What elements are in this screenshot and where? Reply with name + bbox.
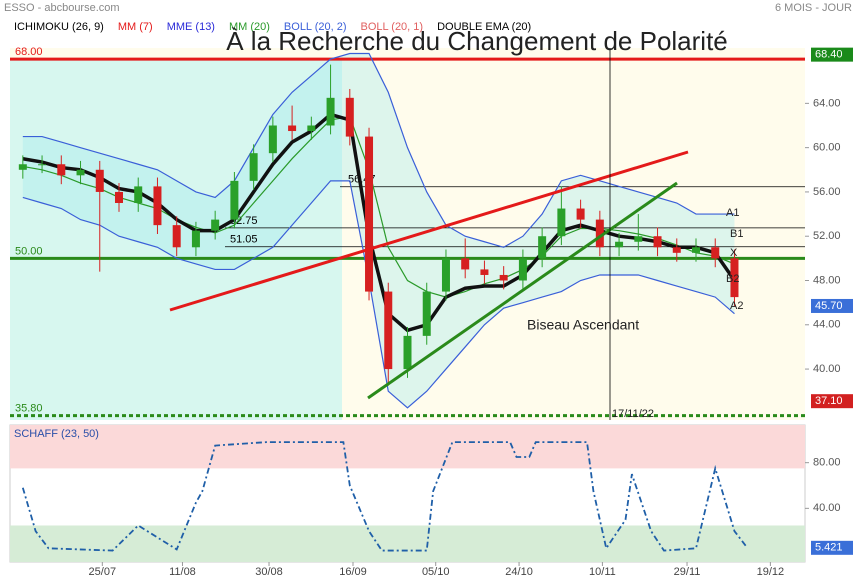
- candle-body: [480, 269, 489, 275]
- legend-entry: MM (20): [229, 21, 270, 33]
- annotation: A1: [726, 207, 739, 219]
- schaff-zone: [10, 525, 805, 562]
- x-tick-label: 10/11: [589, 566, 616, 578]
- candle-body: [518, 258, 527, 281]
- candle-body: [153, 186, 162, 226]
- candle-body: [422, 291, 431, 336]
- candle-body: [634, 236, 643, 242]
- trend-line: [169, 150, 689, 312]
- level-label: 51.05: [230, 234, 258, 246]
- candle-body: [95, 169, 104, 192]
- price-tag: [811, 47, 853, 62]
- candle-body: [730, 258, 739, 298]
- y-tick-label: 52.00: [813, 230, 841, 242]
- candle-body: [711, 247, 720, 259]
- annotation: B2: [726, 273, 739, 285]
- candle-body: [692, 247, 701, 253]
- value-tag: [811, 540, 853, 555]
- annotation: X: [730, 247, 738, 259]
- y-tick-label: 40.00: [813, 363, 841, 375]
- x-tick-label: 05/10: [422, 566, 450, 578]
- level-label: 68.00: [15, 46, 43, 58]
- y-tick-label: 56.00: [813, 186, 841, 198]
- x-tick-label: 24/10: [505, 566, 533, 578]
- annotation: Biseau Ascendant: [527, 317, 639, 333]
- legend-entry: MM (7): [118, 21, 153, 33]
- candle-body: [672, 247, 681, 253]
- candle-body: [365, 136, 374, 292]
- header-left: ESSO - abcbourse.com: [4, 2, 120, 14]
- candle-body: [307, 125, 316, 132]
- schaff-zone: [10, 425, 805, 469]
- y-tick-label: 60.00: [813, 142, 841, 154]
- date-marker-label: 17/11/22: [612, 408, 654, 420]
- price-tag-label: 45.70: [815, 300, 843, 312]
- x-tick-label: 16/09: [339, 566, 367, 578]
- x-tick-label: 29/11: [674, 566, 701, 578]
- legend-entry: BOLL (20, 1): [361, 21, 424, 33]
- candle-body: [499, 274, 508, 281]
- price-tag: [811, 394, 853, 409]
- schaff-title: SCHAFF (23, 50): [14, 428, 99, 440]
- series-line: [21, 441, 749, 552]
- candle-body: [134, 186, 143, 203]
- level-label: 50.00: [15, 245, 43, 257]
- series-line: [22, 180, 735, 409]
- bollinger-band: [22, 53, 735, 408]
- candle-body: [403, 335, 412, 370]
- y-tick-label: 44.00: [813, 319, 841, 331]
- x-tick-label: 19/12: [757, 566, 785, 578]
- candle-body: [615, 241, 624, 248]
- price-tag-label: 68.40: [815, 49, 843, 61]
- candle-body: [595, 219, 604, 248]
- candle-body: [345, 97, 354, 137]
- candle-body: [76, 169, 85, 176]
- price-tag-label: 37.10: [815, 395, 843, 407]
- candle-body: [114, 191, 123, 203]
- y-tick-label: 48.00: [813, 274, 841, 286]
- candle-body: [441, 258, 450, 292]
- y-tick-label: 80.00: [813, 457, 841, 469]
- schaff-panel: [9, 424, 806, 563]
- candle-body: [653, 236, 662, 248]
- x-tick-label: 25/07: [89, 566, 117, 578]
- candle-body: [384, 291, 393, 370]
- x-tick-label: 11/08: [169, 566, 196, 578]
- header-right: 6 MOIS - JOUR: [775, 2, 852, 14]
- candle-body: [249, 153, 258, 181]
- legend-entry: ICHIMOKU (26, 9): [14, 21, 104, 33]
- candle-body: [230, 180, 239, 220]
- y-tick-label: 40.00: [813, 502, 841, 514]
- candle-body: [326, 97, 335, 126]
- candle-body: [557, 208, 566, 237]
- candle-body: [172, 225, 181, 248]
- value-tag-label: 5.421: [815, 542, 843, 554]
- chart-title: À la Recherche du Changement de Polarité: [226, 26, 728, 56]
- candle-body: [57, 164, 66, 176]
- candle-body: [211, 219, 220, 231]
- candle-body: [18, 164, 27, 170]
- candle-body: [288, 125, 297, 132]
- price-tag: [811, 298, 853, 313]
- series-line: [22, 52, 735, 248]
- x-tick-label: 30/08: [255, 566, 283, 578]
- level-label: 35.80: [15, 402, 43, 414]
- candle-body: [461, 258, 470, 270]
- y-tick-label: 64.00: [813, 97, 841, 109]
- candle-body: [268, 125, 277, 154]
- annotation: B1: [730, 228, 743, 240]
- legend-entry: BOLL (20, 2): [284, 21, 347, 33]
- candle-body: [38, 164, 47, 166]
- candle-body: [576, 208, 585, 220]
- legend-entry: MME (13): [167, 21, 215, 33]
- candle-body: [191, 230, 200, 248]
- legend-entry: DOUBLE EMA (20): [437, 21, 531, 33]
- candle-body: [538, 236, 547, 259]
- annotation: A2: [730, 300, 743, 312]
- series-line: [22, 115, 735, 298]
- trend-line: [367, 181, 678, 400]
